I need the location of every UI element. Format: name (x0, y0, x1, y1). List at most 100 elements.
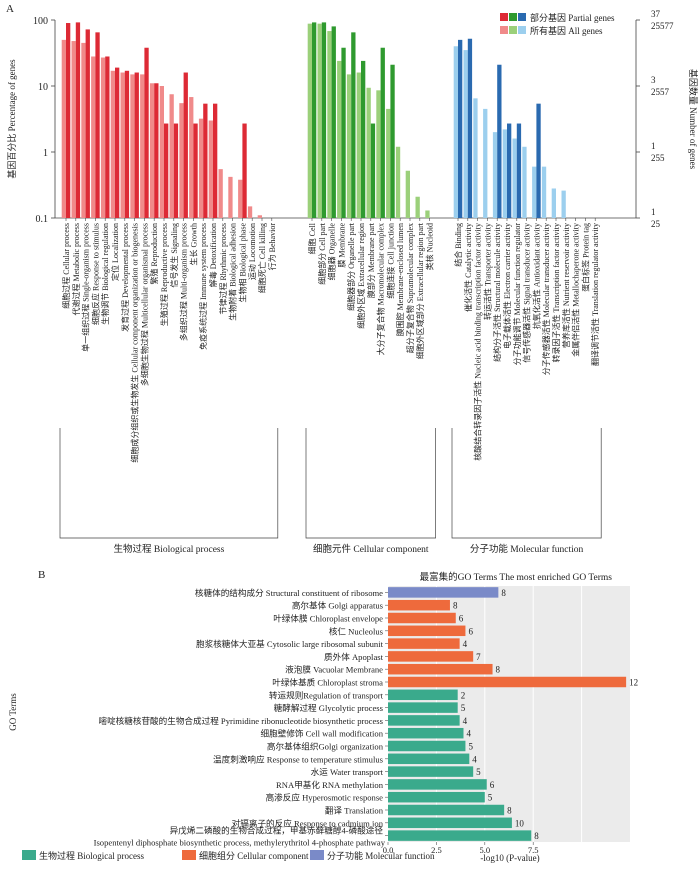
bar-partial (380, 47, 385, 218)
x-category-label: 抗氧化活性 Antioxidant activity (531, 223, 541, 329)
bar-all (247, 206, 253, 218)
bar (388, 587, 499, 598)
x-category-label: 分子功能调节 Molecular function regulator (512, 223, 522, 366)
legend-swatch-all (509, 26, 517, 34)
bar-all (551, 188, 556, 218)
group-bracket (59, 428, 279, 539)
bar-all (140, 74, 145, 218)
bar-partial (105, 56, 110, 218)
bar (388, 779, 487, 790)
bar (388, 612, 456, 624)
y-left-tick-label: 0.1 (36, 214, 49, 225)
x-category-label: 繁殖 Reproduction (149, 223, 159, 285)
bar-count-label: 6 (490, 780, 495, 790)
x-category-label: 细胞 Cell (307, 222, 317, 254)
bar-partial (497, 64, 502, 219)
x-tick-label: 2.5 (431, 845, 442, 855)
bar (388, 638, 460, 649)
go-term-label: 转运规则Regulation of transport (269, 689, 384, 700)
bar-all (228, 176, 233, 218)
group-label: 细胞元件 Cellular component (313, 543, 429, 555)
go-term-label: RNA甲基化 RNA methylation (276, 779, 384, 790)
bar-partial (95, 32, 100, 218)
x-category-label: 大分子复合物 Macromolecular complex (376, 223, 386, 355)
y-right-axis-title: 基因数量 Number of genes (688, 69, 699, 170)
panel-b-label: B (38, 569, 45, 581)
legend-swatch (310, 850, 324, 860)
bar (388, 830, 532, 841)
bar-all (492, 132, 498, 218)
y-left-tick-label: 10 (38, 82, 48, 93)
x-category-label: 行为 Behavior (267, 223, 277, 271)
x-category-label: 多细胞生物过程 Multicellular organismal process (139, 223, 149, 386)
x-category-label: 营养库活性 Nutrient reservoir activity (561, 223, 571, 348)
bar-partial (321, 22, 327, 219)
bar-all (179, 103, 184, 218)
bar-partial (144, 47, 149, 218)
bar (388, 791, 485, 803)
x-category-label: 细胞反应 Response to stimulus (90, 223, 100, 325)
group-bracket (451, 428, 602, 539)
bar-count-label: 4 (463, 716, 468, 726)
bar-partial (507, 123, 512, 218)
y-right-tick-partial: 37 (651, 9, 661, 19)
bar-partial (183, 72, 188, 219)
chart-title: 最富集的GO Terms The most enriched GO Terms (420, 571, 613, 583)
y-left-tick-label: 1 (43, 148, 48, 159)
x-category-label: 生物调节 Biological regulation (100, 223, 110, 325)
bar-partial (203, 103, 208, 218)
x-tick-label: 5.0 (479, 845, 490, 855)
bar (388, 702, 458, 713)
x-category-label: 核酸结合转录因子活性 Nucleic acid binding transcri… (473, 223, 483, 461)
bar (388, 817, 512, 829)
x-category-label: 生物附着 Biological adhesion (228, 223, 238, 321)
bar-partial (331, 26, 336, 219)
y-left-axis-title: 基因百分比 Percentage of genes (6, 59, 17, 179)
x-category-label: 超分子复合物 Supramolecular complex (405, 223, 415, 353)
bar (388, 715, 460, 726)
x-category-label: 细胞过程 Cellular process (61, 223, 71, 309)
bar-all (415, 196, 420, 218)
y-right-tick-all: 255 (651, 153, 665, 163)
go-term-label: 核仁 Nucleolus (329, 625, 384, 636)
bar-all (257, 215, 262, 218)
x-category-label: 信号传感器活性 Signal transducer activity (522, 223, 532, 363)
bar-all (71, 41, 76, 218)
panel-a-chart: 100 37 25577 10 3 2557 1 1 255 0.1 1 25 基因百分比 Percen… (6, 9, 699, 555)
panel-b-chart: 最富集的GO Terms The most enriched GO Terms 8… (8, 571, 638, 863)
bar-all (238, 179, 243, 218)
y-right-tick-partial: 1 (651, 207, 656, 217)
x-category-label: 转运活性 Transporter activity (482, 223, 492, 320)
group-bracket (305, 428, 436, 539)
x-category-label: 代谢过程 Metabolic process (71, 223, 81, 315)
y-right-tick-all: 25 (651, 219, 661, 229)
x-category-label: 生殖过程 Reproductive process (159, 223, 169, 326)
x-category-label: 细胞死亡 Cell killing (257, 223, 267, 293)
x-tick-label: 7.5 (528, 845, 539, 855)
x-category-label: 信号发生 Signaling (169, 223, 179, 288)
plot-background (388, 586, 630, 842)
x-category-label: 类核 Nucleoid (425, 223, 435, 270)
go-term-label: 核糖体的结构成分 Structural constituent of ribos… (195, 587, 383, 598)
go-term-label: 高尔基体组织Golgi organization (267, 741, 384, 752)
bar-count-label: 8 (534, 831, 539, 841)
go-term-label: 嘧啶核糖核苷酸的生物合成过程 Pyrimidine ribonucleotide… (98, 715, 383, 726)
go-term-label: 温度刺激响应 Response to temperature stimulus (213, 753, 384, 764)
bar-all (532, 166, 537, 218)
bar-count-label: 8 (507, 806, 512, 816)
go-term-label: 对镉离子的反应 Response to cadmium ion (232, 817, 384, 828)
legend-label: 生物过程 Biological process (39, 850, 144, 861)
group-label: 分子功能 Molecular function (470, 543, 584, 555)
bar-partial (351, 32, 356, 218)
x-category-label: 多组织过程 Multi-organism process (179, 223, 189, 341)
go-term-label: 细胞壁修饰 Cell wall modification (261, 728, 384, 739)
bar (388, 625, 466, 637)
x-category-label: 细胞器部分 Organelle part (346, 222, 356, 311)
x-category-label: 转录因子活性 Transcription factor activity (551, 223, 561, 362)
legend-swatch-all (518, 26, 526, 34)
x-category-label: 膜部分 Membrane part (366, 222, 376, 298)
bar-all (395, 146, 401, 218)
x-category-label: 蛋白标签 Protein tag (580, 223, 590, 292)
x-category-label: 运动 Locomotion (247, 223, 257, 280)
x-category-label: 电子载体活性 Electron carrier activity (502, 223, 512, 349)
